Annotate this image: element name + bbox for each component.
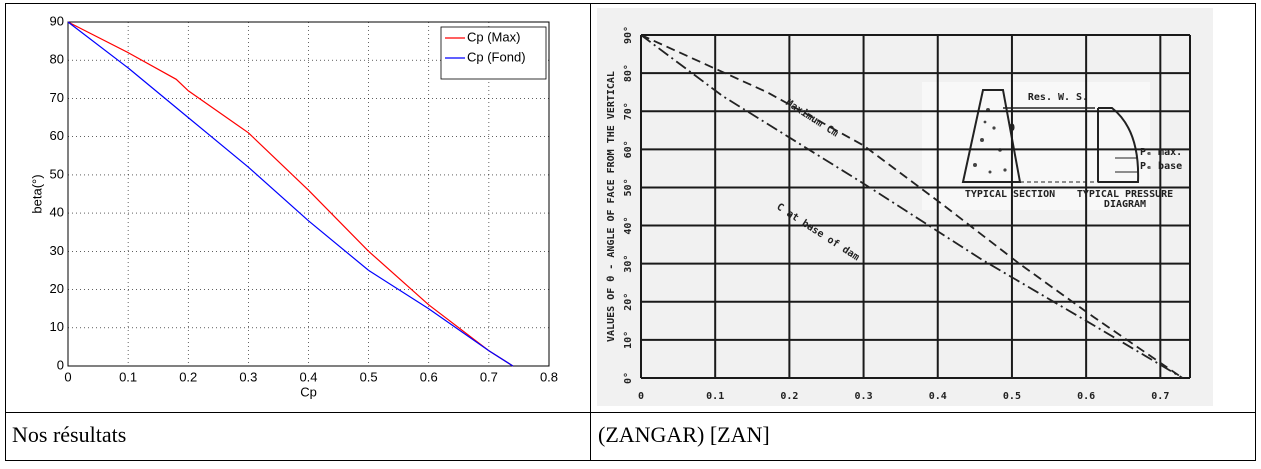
annotation: TYPICAL PRESSURE bbox=[1077, 189, 1173, 200]
y-tick-label: 40 bbox=[50, 205, 64, 220]
pressure-curve bbox=[1098, 107, 1140, 183]
legend-box bbox=[440, 26, 547, 80]
x-tick-label: 0.5 bbox=[360, 369, 378, 384]
x-tick-label: 0.5 bbox=[1003, 391, 1021, 402]
y-tick-label: 60 bbox=[50, 128, 64, 143]
caption: (ZANGAR) [ZAN] bbox=[598, 422, 770, 447]
y-tick-label: 70 bbox=[50, 90, 64, 105]
x-tick-label: 0.8 bbox=[540, 369, 558, 384]
data-line bbox=[67, 21, 514, 367]
x-tick-label: 0.2 bbox=[780, 391, 798, 402]
x-tick-label: 0 bbox=[64, 369, 71, 384]
annotation: Pₑ base bbox=[1140, 161, 1182, 172]
x-tick-label: 0.7 bbox=[1151, 391, 1169, 402]
y-tick-label: 80 bbox=[50, 52, 64, 67]
data-line bbox=[640, 34, 1184, 379]
y-tick-label: 10° bbox=[623, 331, 634, 349]
x-tick-label: 0.6 bbox=[420, 369, 438, 384]
axes-box bbox=[67, 21, 550, 367]
y-axis-label: beta(°) bbox=[29, 174, 44, 213]
y-tick-label: 30 bbox=[50, 243, 64, 258]
y-tick-label: 90 bbox=[50, 13, 64, 28]
x-tick-label: 0.6 bbox=[1077, 391, 1095, 402]
y-tick-label: 40° bbox=[623, 217, 634, 235]
x-tick-label: 0.3 bbox=[239, 369, 257, 384]
data-line bbox=[640, 34, 1184, 379]
x-tick-label: 0.1 bbox=[706, 391, 724, 402]
y-tick-label: 20° bbox=[623, 293, 634, 311]
y-tick-label: 50° bbox=[623, 178, 634, 196]
y-tick-label: 30° bbox=[623, 255, 634, 273]
annotation: Pₑ max. bbox=[1140, 147, 1182, 158]
legend-label: Cp (Max) bbox=[467, 29, 520, 44]
x-tick-label: 0.1 bbox=[119, 369, 137, 384]
y-axis-label: VALUES OF θ - ANGLE OF FACE FROM THE VER… bbox=[606, 71, 617, 342]
y-tick-label: 0 bbox=[57, 357, 64, 372]
data-line bbox=[67, 21, 514, 367]
x-tick-label: 0.7 bbox=[480, 369, 498, 384]
y-tick-label: 50 bbox=[50, 166, 64, 181]
caption: Nos résultats bbox=[12, 422, 126, 447]
annotation: Res. W. S. bbox=[1028, 92, 1088, 103]
x-tick-label: 0.4 bbox=[299, 369, 317, 384]
x-tick-label: 0.4 bbox=[929, 391, 947, 402]
y-tick-label: 0° bbox=[623, 372, 634, 384]
x-tick-label: 0.3 bbox=[855, 391, 873, 402]
y-tick-label: 20 bbox=[50, 281, 64, 296]
y-tick-label: 60° bbox=[623, 140, 634, 158]
inset-diagram bbox=[922, 82, 1150, 210]
dam-aggregate bbox=[973, 108, 1007, 174]
y-tick-label: 10 bbox=[50, 319, 64, 334]
legend: Cp (Max) Cp (Fond) bbox=[440, 26, 547, 80]
legend-label: Cp (Fond) bbox=[467, 49, 526, 64]
y-tick-label: 90° bbox=[623, 26, 634, 44]
y-tick-label: 70° bbox=[623, 102, 634, 120]
x-axis-label: Cp bbox=[300, 384, 317, 399]
annotation: θ bbox=[1009, 123, 1015, 134]
table-borders bbox=[5, 3, 1256, 461]
inset-background bbox=[922, 82, 1150, 210]
x-tick-label: 0.2 bbox=[179, 369, 197, 384]
annotation: DIAGRAM bbox=[1104, 199, 1146, 210]
annotation: TYPICAL SECTION bbox=[965, 189, 1055, 200]
y-tick-label: 80° bbox=[623, 64, 634, 82]
x-tick-label: 0 bbox=[638, 391, 644, 402]
chart: 0 10 20 30 40 50 60 70 80 90 0 0.1 0.2 0.3 0.4 0.5 0.6 0.… bbox=[29, 13, 558, 399]
